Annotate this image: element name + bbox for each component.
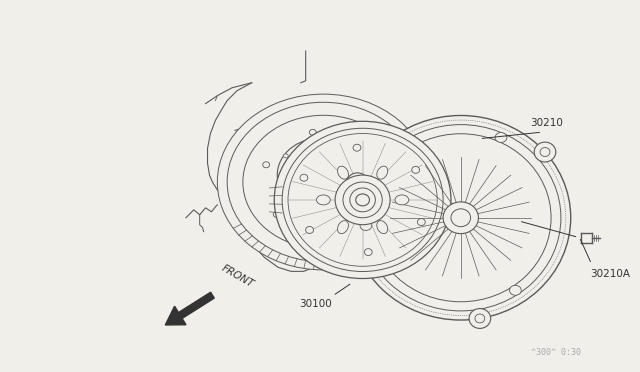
Ellipse shape	[412, 166, 420, 173]
Ellipse shape	[347, 173, 368, 193]
Ellipse shape	[284, 206, 288, 210]
Ellipse shape	[469, 308, 491, 328]
Ellipse shape	[284, 154, 288, 158]
Ellipse shape	[377, 166, 388, 179]
FancyArrow shape	[165, 292, 214, 325]
Ellipse shape	[495, 132, 507, 142]
Ellipse shape	[377, 221, 388, 234]
Ellipse shape	[361, 125, 561, 311]
Ellipse shape	[369, 173, 374, 177]
Ellipse shape	[309, 129, 316, 135]
Ellipse shape	[342, 143, 346, 147]
Ellipse shape	[337, 166, 348, 179]
Ellipse shape	[330, 229, 337, 235]
Ellipse shape	[335, 175, 390, 225]
Ellipse shape	[351, 115, 571, 320]
Ellipse shape	[227, 102, 420, 262]
Text: FRONT: FRONT	[220, 263, 255, 289]
Ellipse shape	[282, 128, 443, 272]
Text: 30210: 30210	[530, 118, 563, 128]
Ellipse shape	[300, 174, 308, 181]
Ellipse shape	[273, 212, 280, 218]
Ellipse shape	[350, 188, 376, 212]
Ellipse shape	[364, 248, 372, 256]
Ellipse shape	[395, 195, 409, 205]
Text: 30210A: 30210A	[590, 269, 630, 279]
Ellipse shape	[284, 145, 353, 203]
Ellipse shape	[417, 219, 425, 225]
Ellipse shape	[343, 182, 382, 218]
Ellipse shape	[367, 147, 373, 153]
Ellipse shape	[534, 142, 556, 162]
Ellipse shape	[475, 314, 484, 323]
Ellipse shape	[337, 221, 348, 234]
Ellipse shape	[306, 227, 314, 233]
Ellipse shape	[377, 196, 384, 202]
Ellipse shape	[316, 175, 332, 189]
Ellipse shape	[263, 162, 269, 168]
Text: ^300^ 0:30: ^300^ 0:30	[531, 348, 580, 357]
Text: 30100: 30100	[299, 299, 332, 309]
Ellipse shape	[277, 138, 360, 210]
Ellipse shape	[367, 194, 372, 198]
Ellipse shape	[317, 195, 330, 205]
Ellipse shape	[353, 178, 362, 187]
Ellipse shape	[360, 221, 372, 230]
Ellipse shape	[275, 121, 451, 279]
Ellipse shape	[288, 134, 437, 266]
Ellipse shape	[218, 94, 429, 270]
Ellipse shape	[509, 285, 521, 295]
Ellipse shape	[371, 134, 551, 302]
Ellipse shape	[353, 144, 361, 151]
Ellipse shape	[443, 202, 479, 234]
Ellipse shape	[333, 219, 339, 223]
Ellipse shape	[540, 148, 550, 157]
Ellipse shape	[243, 115, 404, 249]
Ellipse shape	[356, 194, 369, 206]
Ellipse shape	[451, 209, 470, 227]
